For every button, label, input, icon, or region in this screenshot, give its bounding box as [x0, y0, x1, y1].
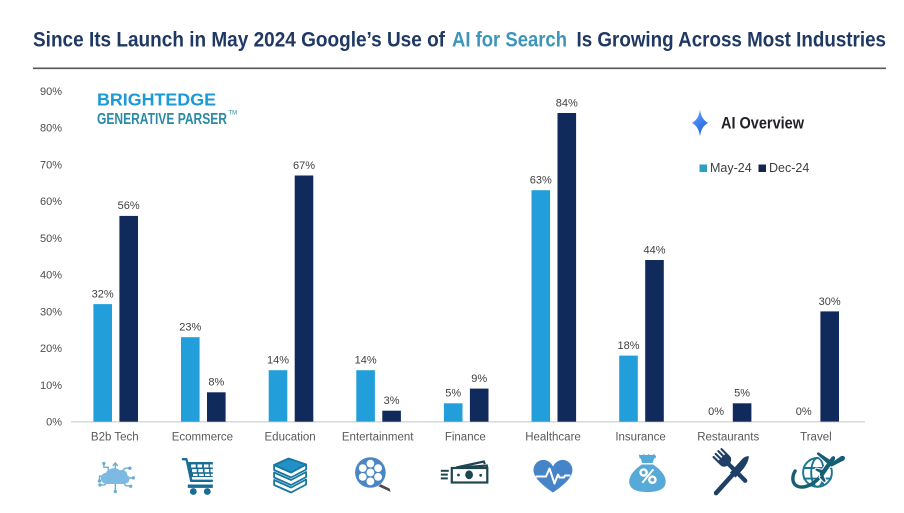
svg-text:56%: 56% [118, 200, 140, 212]
svg-text:0%: 0% [46, 417, 62, 429]
svg-text:Education: Education [265, 431, 316, 443]
svg-text:Healthcare: Healthcare [525, 431, 581, 443]
svg-text:30%: 30% [819, 296, 841, 308]
svg-text:70%: 70% [40, 159, 62, 171]
svg-text:60%: 60% [40, 196, 62, 208]
svg-text:0%: 0% [708, 406, 724, 418]
svg-text:67%: 67% [293, 160, 315, 172]
svg-text:0%: 0% [796, 406, 812, 418]
svg-text:90%: 90% [40, 86, 62, 98]
svg-text:AI Overview: AI Overview [721, 113, 805, 132]
svg-text:10%: 10% [40, 380, 62, 392]
svg-text:May-24: May-24 [710, 161, 752, 175]
svg-text:18%: 18% [617, 340, 639, 352]
svg-text:Finance: Finance [445, 431, 486, 443]
svg-text:20%: 20% [40, 343, 62, 355]
svg-text:Insurance: Insurance [615, 431, 666, 443]
svg-text:40%: 40% [40, 270, 62, 282]
svg-text:5%: 5% [734, 388, 750, 400]
svg-text:Is Growing Across Most Industr: Is Growing Across Most Industries [577, 29, 887, 52]
svg-text:GENERATIVE PARSER: GENERATIVE PARSER [97, 111, 227, 128]
svg-text:32%: 32% [92, 288, 114, 300]
svg-text:5%: 5% [445, 388, 461, 400]
svg-text:14%: 14% [355, 355, 377, 367]
svg-text:AI for Search: AI for Search [452, 29, 567, 52]
svg-text:Restaurants: Restaurants [697, 431, 759, 443]
svg-text:80%: 80% [40, 123, 62, 135]
svg-text:B2b Tech: B2b Tech [91, 431, 139, 443]
svg-text:BRIGHTEDGE: BRIGHTEDGE [97, 90, 216, 110]
svg-text:8%: 8% [208, 377, 224, 389]
svg-text:63%: 63% [530, 175, 552, 187]
svg-text:84%: 84% [556, 97, 578, 109]
svg-text:30%: 30% [40, 306, 62, 318]
svg-text:Since Its Launch in May 2024 G: Since Its Launch in May 2024 Google’s Us… [33, 29, 446, 52]
svg-text:9%: 9% [471, 373, 487, 385]
svg-text:3%: 3% [384, 395, 400, 407]
svg-text:Entertainment: Entertainment [342, 431, 414, 443]
svg-text:Travel: Travel [800, 431, 832, 443]
svg-text:TM: TM [229, 111, 238, 117]
svg-text:Dec-24: Dec-24 [769, 161, 809, 175]
svg-text:50%: 50% [40, 233, 62, 245]
svg-text:44%: 44% [643, 244, 665, 256]
svg-text:14%: 14% [267, 355, 289, 367]
svg-text:23%: 23% [179, 322, 201, 334]
svg-text:Ecommerce: Ecommerce [172, 431, 233, 443]
